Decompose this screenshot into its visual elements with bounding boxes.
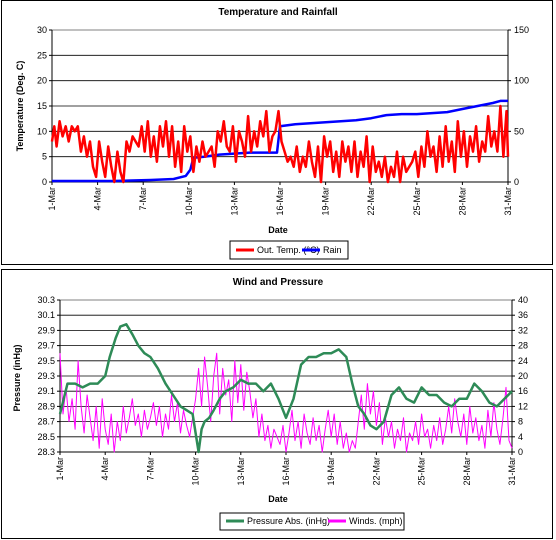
x-tick-label: 13-Mar: [236, 457, 246, 486]
y-tick-label: 28.3: [37, 447, 55, 457]
x-tick-label: 16-Mar: [281, 457, 291, 486]
y-tick-label: 29.1: [37, 386, 55, 396]
y2-tick-label: 20: [518, 371, 528, 381]
y2-tick-label: 28: [518, 341, 528, 351]
x-tick-label: 22-Mar: [366, 187, 376, 216]
y-tick-label: 10: [37, 126, 47, 136]
x-tick-label: 4-Mar: [93, 187, 103, 211]
y2-tick-label: 100: [514, 76, 529, 86]
x-tick-label: 28-Mar: [457, 187, 467, 216]
x-tick-label: 13-Mar: [229, 187, 239, 216]
x-tick-label: 19-Mar: [321, 187, 331, 216]
chart-title: Wind and Pressure: [233, 277, 324, 288]
y2-tick-label: 16: [518, 386, 528, 396]
y2-tick-label: 8: [518, 417, 523, 427]
temperature-rainfall-panel: Temperature and Rainfall Date Temperatur…: [1, 0, 553, 265]
x-tick-label: 28-Mar: [462, 457, 472, 486]
temperature-rainfall-chart: Temperature and Rainfall Date Temperatur…: [15, 7, 529, 260]
series-line-winds-mph: [59, 352, 513, 453]
legend: Pressure Abs. (inHg) Winds. (mph): [219, 512, 405, 531]
x-tick-label: 31-Mar: [507, 457, 517, 486]
y2-tick-label: 0: [518, 447, 523, 457]
x-tick-label: 25-Mar: [417, 457, 427, 486]
x-tick-label: 25-Mar: [412, 187, 422, 216]
legend-label-temp: Out. Temp. (°C): [257, 245, 319, 255]
x-tick-label: 7-Mar: [138, 187, 148, 211]
x-tick-label: 10-Mar: [191, 457, 201, 486]
x-tick-label: 16-Mar: [275, 187, 285, 216]
y2-tick-label: 50: [514, 126, 524, 136]
y-tick-label: 29.5: [37, 356, 55, 366]
y-tick-label: 30: [37, 25, 47, 35]
x-tick-label: 1-Mar: [55, 457, 65, 481]
y2-tick-label: 4: [518, 432, 523, 442]
y-tick-label: 15: [37, 101, 47, 111]
legend-label-pressure: Pressure Abs. (inHg): [247, 516, 330, 526]
x-tick-label: 4-Mar: [100, 457, 110, 481]
series-line-out-temp-c: [50, 104, 510, 184]
x-tick-label: 10-Mar: [184, 187, 194, 216]
y2-tick-label: 32: [518, 325, 528, 335]
y2-tick-label: 40: [518, 295, 528, 305]
chart-title: Temperature and Rainfall: [218, 7, 338, 18]
y2-tick-label: 36: [518, 310, 528, 320]
x-tick-label: 1-Mar: [47, 187, 57, 211]
y-tick-label: 30.3: [37, 295, 55, 305]
x-tick-label: 22-Mar: [371, 457, 381, 486]
series-line-pressure-abs-inhg: [58, 323, 513, 454]
x-axis-label: Date: [268, 225, 288, 235]
y-tick-label: 29.3: [37, 371, 55, 381]
wind-pressure-panel: Wind and Pressure Date Pressure (inHg) 2…: [1, 269, 553, 539]
series-line-rain: [52, 99, 508, 183]
x-tick-label: 7-Mar: [145, 457, 155, 481]
y-axis-label: Pressure (inHg): [12, 344, 22, 411]
y-tick-label: 0: [42, 177, 47, 187]
legend-box: [229, 240, 349, 260]
y-tick-label: 28.5: [37, 432, 55, 442]
y-tick-label: 25: [37, 50, 47, 60]
wind-pressure-chart: Wind and Pressure Date Pressure (inHg) 2…: [12, 277, 528, 531]
y-tick-label: 28.9: [37, 401, 55, 411]
legend-label-rain: Rain: [323, 245, 342, 255]
x-tick-label: 31-Mar: [503, 187, 513, 216]
y2-tick-label: 0: [514, 177, 519, 187]
y-tick-label: 29.7: [37, 341, 55, 351]
plot-area: 0 5 10 15 20 25 30 0 50 100 150 1-Mar 4-Mar 7-Mar 10-M…: [37, 25, 529, 216]
y-tick-label: 29.9: [37, 325, 55, 335]
y2-tick-label: 12: [518, 401, 528, 411]
y2-tick-label: 150: [514, 25, 529, 35]
y-tick-label: 5: [42, 152, 47, 162]
legend: Out. Temp. (°C) Rain: [229, 240, 349, 260]
y-tick-label: 20: [37, 76, 47, 86]
legend-box: [219, 512, 405, 531]
y-axis-label: Temperature (Deg. C): [15, 61, 25, 152]
x-tick-label: 19-Mar: [326, 457, 336, 486]
plot-area: 28.3 28.5 28.7 28.9 29.1 29.3 29.5 29.7 29.9 30.1…: [37, 295, 528, 486]
legend-label-wind: Winds. (mph): [349, 516, 403, 526]
x-axis-label: Date: [268, 494, 288, 504]
y-tick-label: 30.1: [37, 310, 55, 320]
y2-tick-label: 24: [518, 356, 528, 366]
y-tick-label: 28.7: [37, 417, 55, 427]
